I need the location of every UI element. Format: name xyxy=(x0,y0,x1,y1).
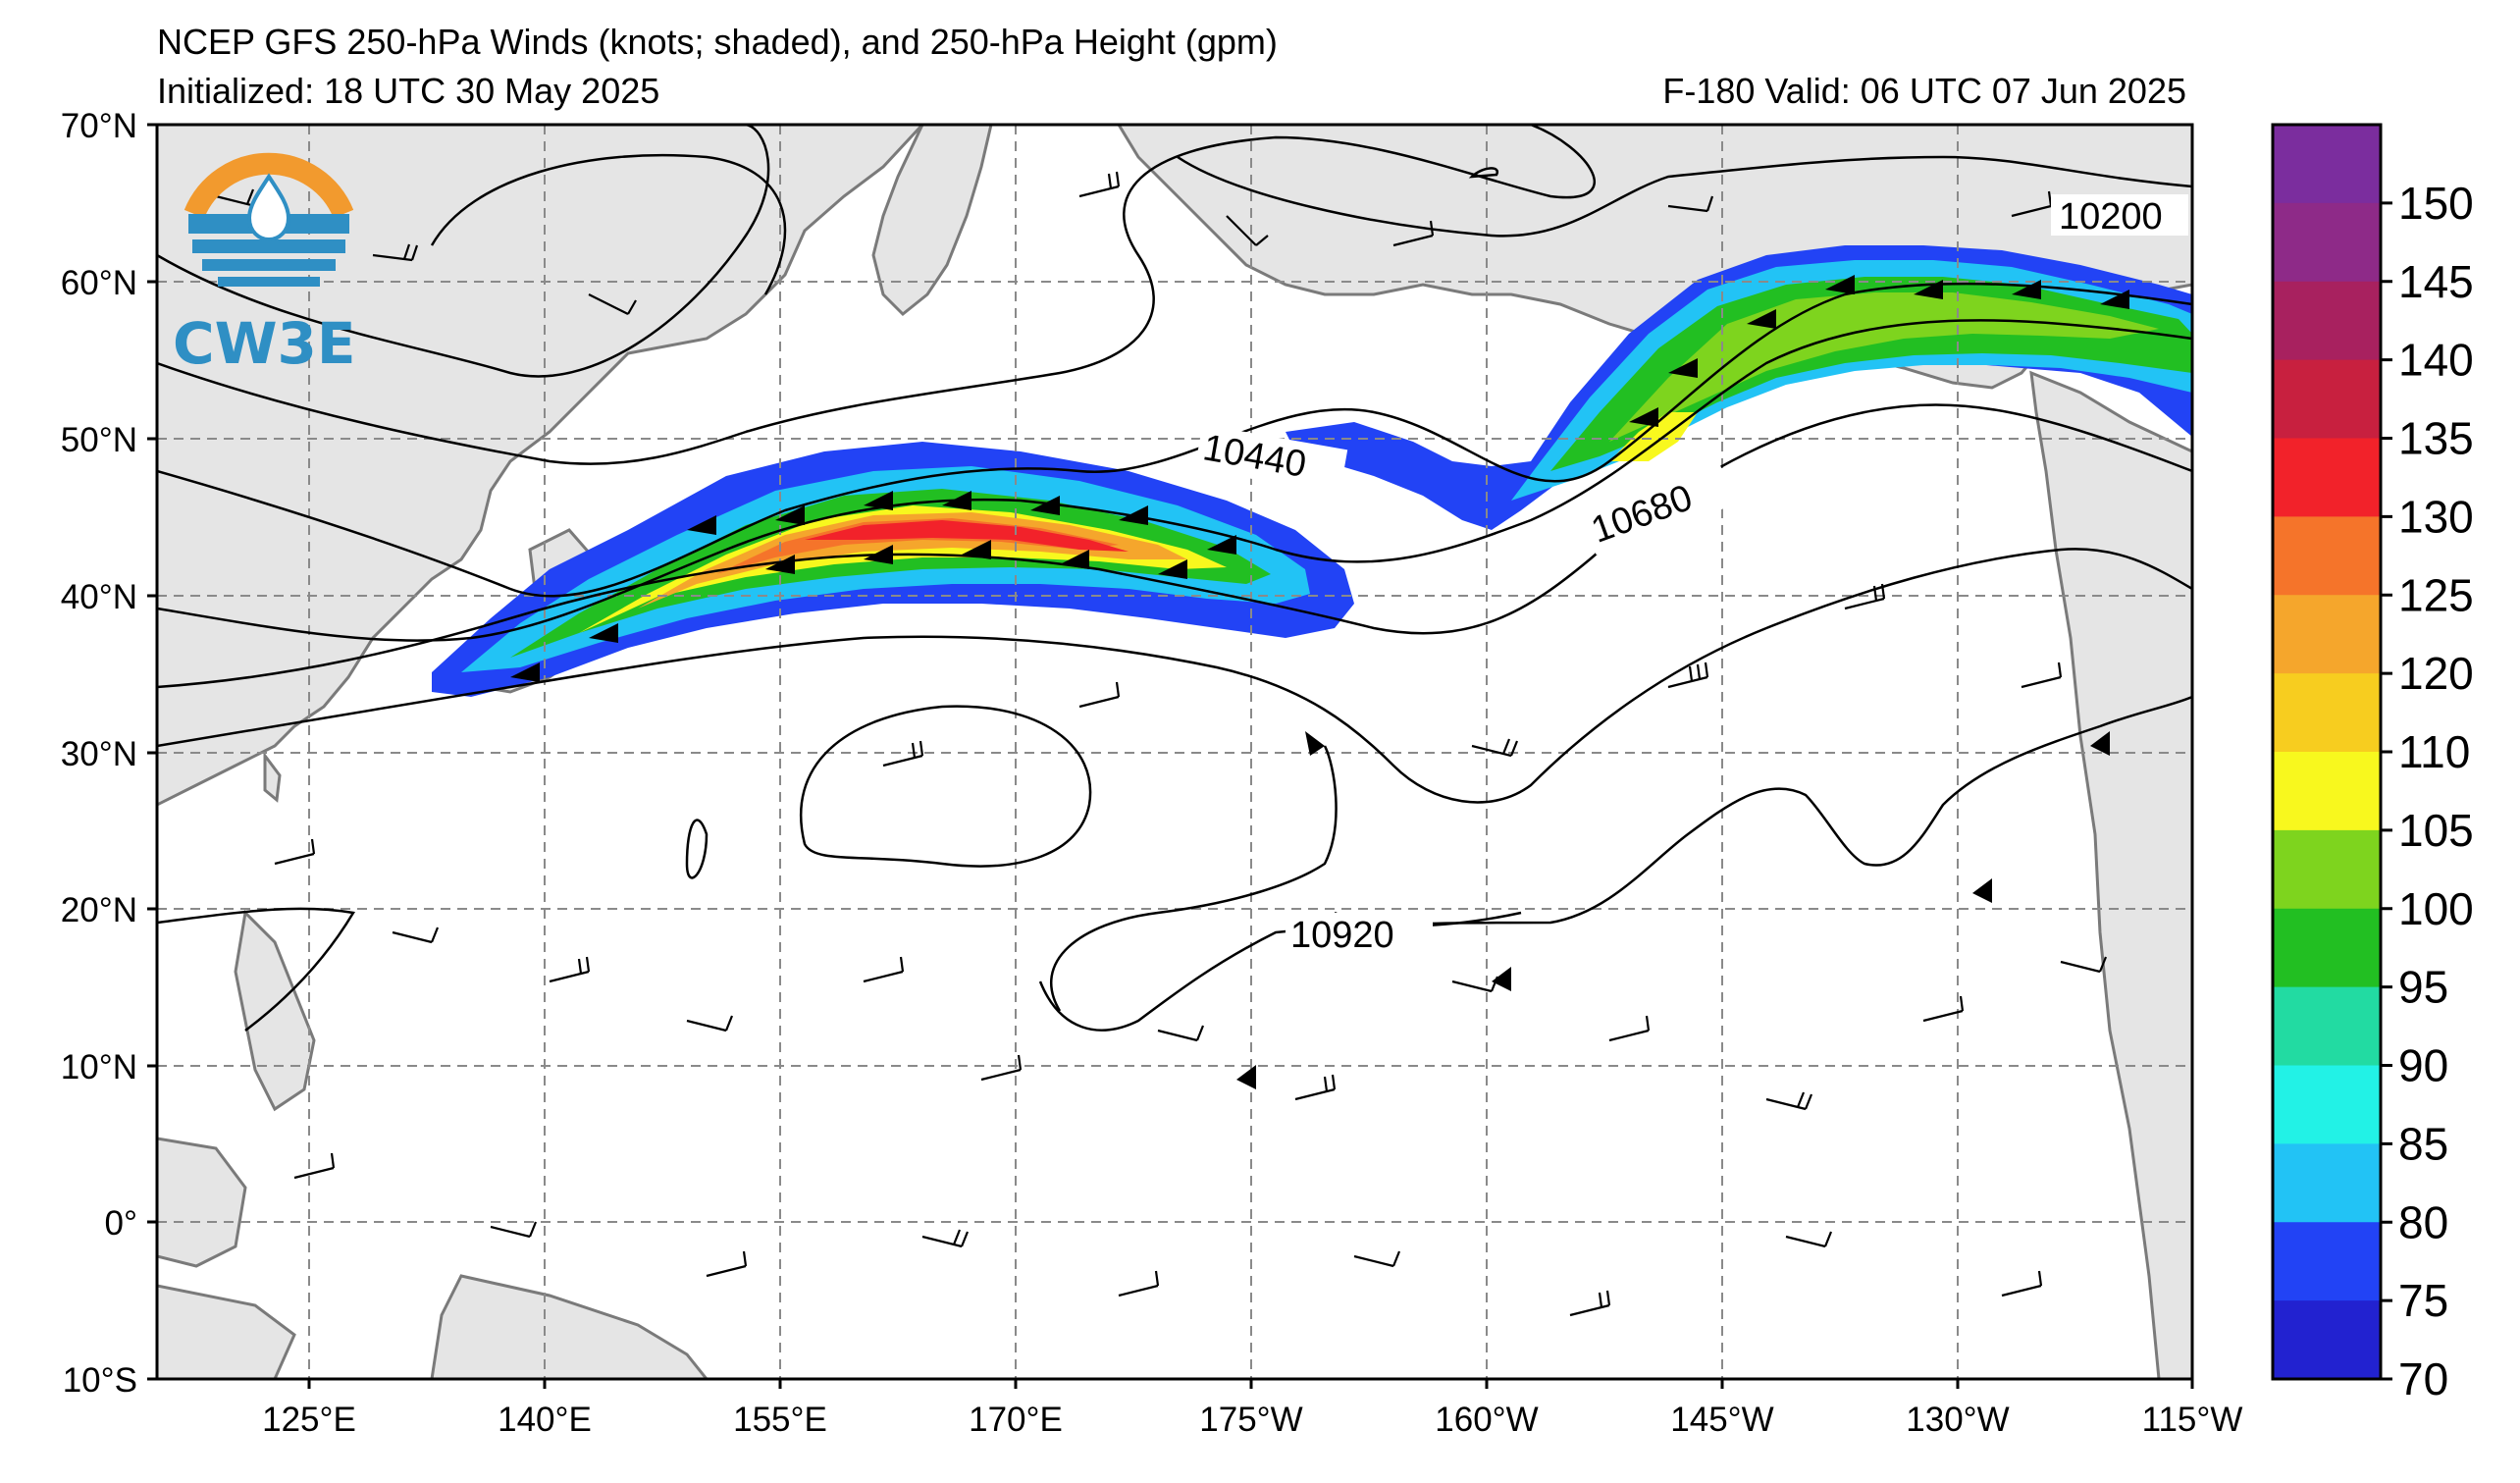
colorbar-tick-label: 125 xyxy=(2398,569,2474,620)
lon-label-175w: 175°W xyxy=(1199,1401,1302,1439)
colorbar-swatch xyxy=(2273,673,2381,753)
lon-label-145w: 145°W xyxy=(1670,1401,1773,1439)
colorbar-swatch xyxy=(2273,986,2381,1066)
colorbar-swatch xyxy=(2273,595,2381,674)
colorbar-swatch xyxy=(2273,438,2381,517)
colorbar-swatch xyxy=(2273,1065,2381,1144)
lat-label-30n: 30°N xyxy=(61,735,137,773)
land-philippines xyxy=(234,909,316,1112)
axis-ticks xyxy=(147,123,2194,1389)
lon-labels: 125°E 140°E 155°E 170°E 175°W 160°W 145°… xyxy=(262,1401,2242,1439)
colorbar-swatch xyxy=(2273,1143,2381,1223)
wind-shading xyxy=(432,245,2192,697)
valid-time: F-180 Valid: 06 UTC 07 Jun 2025 xyxy=(1662,71,2186,111)
lon-label-125e: 125°E xyxy=(262,1401,356,1439)
land-borneo xyxy=(157,1137,247,1268)
colorbar-swatch xyxy=(2273,829,2381,910)
jet-east-100 xyxy=(1609,292,2159,442)
colorbar-tick-label: 100 xyxy=(2398,883,2474,934)
land-indonesia xyxy=(157,1284,296,1379)
colorbar-swatch xyxy=(2273,516,2381,596)
lat-label-20n: 20°N xyxy=(61,891,137,929)
lat-labels: 70°N 60°N 50°N 40°N 30°N 20°N 10°N 0° 10… xyxy=(61,107,137,1400)
colorbar-swatch xyxy=(2273,1222,2381,1301)
colorbar-tick-label: 120 xyxy=(2398,648,2474,699)
colorbar-swatch xyxy=(2273,752,2381,831)
land-north-america xyxy=(2029,370,2192,1379)
logo-text: CW3E xyxy=(173,310,356,377)
colorbar-tick-label: 105 xyxy=(2398,805,2474,856)
colorbar-swatch xyxy=(2273,359,2381,439)
colorbar: 150 145 140 135 130 125 120 110 105 100 95 90 85 80 75… xyxy=(2271,123,2474,1404)
colorbar-swatch xyxy=(2273,125,2381,204)
land-taiwan xyxy=(263,751,282,803)
lat-label-70n: 70°N xyxy=(61,107,137,145)
lat-label-0: 0° xyxy=(105,1204,137,1243)
lat-label-10n: 10°N xyxy=(61,1048,137,1086)
colorbar-tick-label: 130 xyxy=(2398,491,2474,542)
colorbar-tick-label: 85 xyxy=(2398,1118,2448,1169)
colorbar-swatch xyxy=(2273,281,2381,361)
land-new-guinea xyxy=(430,1274,709,1379)
colorbar-tick-label: 95 xyxy=(2398,962,2448,1013)
jet-east-105 xyxy=(1609,412,1698,461)
colorbar-labels: 150 145 140 135 130 125 120 110 105 100 95 90 85 80 75… xyxy=(2381,178,2474,1404)
lat-label-10s: 10°S xyxy=(63,1361,137,1400)
lon-label-130w: 130°W xyxy=(1906,1401,2009,1439)
graticule xyxy=(157,125,2192,1379)
colorbar-tick-label: 80 xyxy=(2398,1196,2448,1247)
init-time: Initialized: 18 UTC 30 May 2025 xyxy=(157,71,660,111)
colorbar-tick-label: 70 xyxy=(2398,1353,2448,1404)
colorbar-tick-label: 75 xyxy=(2398,1275,2448,1326)
land-kamchatka xyxy=(871,125,993,317)
land-asia xyxy=(157,125,925,807)
colorbar-tick-label: 135 xyxy=(2398,413,2474,464)
wind-barbs xyxy=(215,171,2108,1317)
cw3e-logo: CW3E xyxy=(173,152,356,377)
water-drop-icon xyxy=(246,173,291,242)
lon-label-115w: 115°W xyxy=(2142,1401,2243,1439)
colorbar-tick-label: 110 xyxy=(2398,726,2470,777)
lat-label-40n: 40°N xyxy=(61,578,137,616)
colorbar-tick-label: 150 xyxy=(2398,178,2474,229)
lon-label-140e: 140°E xyxy=(498,1401,592,1439)
colorbar-tick-label: 90 xyxy=(2398,1040,2448,1091)
contour-labels: 10200 10440 10680 10920 xyxy=(1194,194,2188,956)
contour-label-10200: 10200 xyxy=(2059,196,2163,238)
lon-label-170e: 170°E xyxy=(969,1401,1063,1439)
map-title: NCEP GFS 250-hPa Winds (knots; shaded), … xyxy=(157,22,1278,62)
colorbar-swatch xyxy=(2273,908,2381,988)
colorbar-swatch xyxy=(2273,202,2381,283)
colorbar-swatches xyxy=(2273,125,2381,1380)
colorbar-tick-label: 145 xyxy=(2398,256,2474,307)
lat-label-60n: 60°N xyxy=(61,264,137,302)
lon-label-155e: 155°E xyxy=(733,1401,827,1439)
wind-flags xyxy=(510,275,2129,1089)
lon-label-160w: 160°W xyxy=(1435,1401,1538,1439)
lat-label-50n: 50°N xyxy=(61,421,137,459)
logo-orange-arc xyxy=(184,152,354,219)
colorbar-swatch xyxy=(2273,1300,2381,1380)
jet-west-135 xyxy=(805,520,1129,552)
colorbar-tick-label: 140 xyxy=(2398,335,2474,386)
contour-label-10920: 10920 xyxy=(1290,915,1394,956)
